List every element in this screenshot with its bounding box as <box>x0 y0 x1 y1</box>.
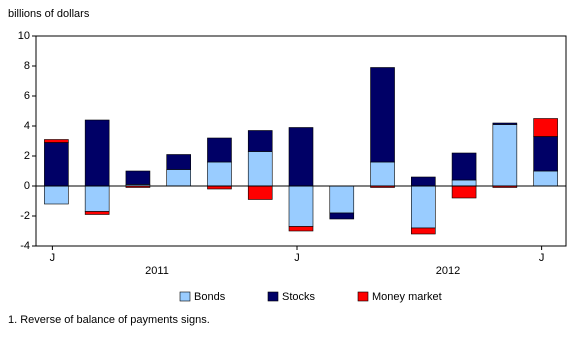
y-axis-label: billions of dollars <box>8 8 90 20</box>
bar-segment <box>329 212 355 220</box>
legend-label: Money market <box>372 291 442 303</box>
y-tick-label: 0 <box>24 180 30 192</box>
y-tick-label: 4 <box>24 120 30 132</box>
bar-segment <box>492 124 518 187</box>
bar-segment <box>411 227 436 235</box>
plot-frame <box>35 35 567 247</box>
y-tick-label: 10 <box>18 30 30 42</box>
bar-segment <box>84 211 110 215</box>
legend-label: Bonds <box>194 291 226 303</box>
bar-segment <box>44 139 69 143</box>
bar-segment <box>44 185 69 205</box>
bar-segment <box>533 118 558 137</box>
bar-segment <box>492 122 518 125</box>
year-label: 2011 <box>145 265 169 277</box>
bar-segment <box>288 127 314 187</box>
legend-swatch <box>267 291 279 302</box>
bar-segment <box>370 67 395 163</box>
legend-swatch <box>357 291 369 302</box>
bar-segment <box>166 154 191 170</box>
bar-segment <box>288 226 314 232</box>
bar-segment <box>247 130 273 152</box>
bar-segment <box>451 152 477 181</box>
bar-segment <box>411 176 436 187</box>
bar-segment <box>207 161 232 187</box>
bar-segment <box>247 185 273 200</box>
bar-segment <box>370 161 395 187</box>
bar-segment <box>411 185 436 229</box>
bar-segment <box>451 185 477 199</box>
legend-label: Stocks <box>282 291 316 303</box>
bar-segment <box>288 185 314 227</box>
x-tick-label: J <box>50 252 56 264</box>
bar-segment <box>329 185 355 214</box>
y-tick-label: -4 <box>20 240 30 252</box>
bar-segment <box>247 151 273 187</box>
year-label: 2012 <box>436 265 460 277</box>
x-tick-label: J <box>539 252 545 264</box>
footnote: 1. Reverse of balance of payments signs. <box>8 314 210 326</box>
bar-segment <box>84 185 110 212</box>
x-tick-label: J <box>294 252 300 264</box>
bar-segment <box>533 170 558 187</box>
bar-segment <box>44 142 69 187</box>
bar-segment <box>84 119 110 187</box>
y-tick-label: 8 <box>24 60 30 72</box>
bar-segment <box>451 179 477 187</box>
y-tick-label: -2 <box>20 210 30 222</box>
bar-segment <box>207 137 232 163</box>
y-tick-label: 6 <box>24 90 30 102</box>
y-tick-label: 2 <box>24 150 30 162</box>
legend-swatch <box>179 291 191 302</box>
bar-segment <box>533 136 558 172</box>
bar-segment <box>125 170 151 185</box>
bar-segment <box>166 169 191 187</box>
